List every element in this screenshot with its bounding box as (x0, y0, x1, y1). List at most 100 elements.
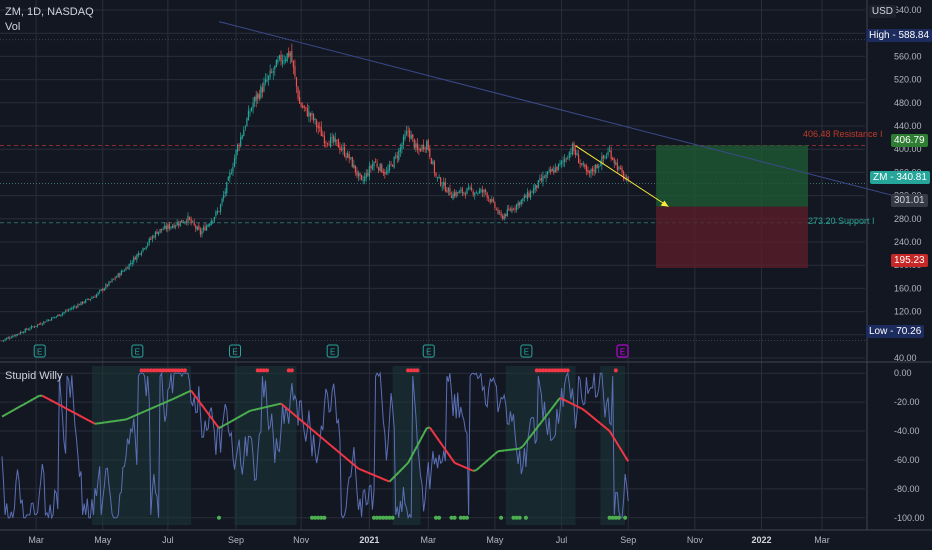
candle-body (376, 163, 378, 167)
signal-segment (478, 464, 484, 469)
signal-segment (265, 405, 269, 409)
candle-body (30, 326, 33, 329)
candle-body (343, 146, 346, 157)
candle-body (142, 247, 144, 252)
signal-segment (494, 450, 499, 455)
candle-body (423, 144, 425, 150)
signal-segment (593, 417, 598, 422)
candle-body (609, 150, 611, 152)
candle-body (68, 309, 70, 311)
signal-segment (475, 466, 481, 471)
candle-body (294, 66, 296, 77)
candle-body (168, 224, 170, 229)
signal-segment (329, 444, 335, 449)
time-axis-tick: Mar (421, 535, 437, 545)
osc-axis-tick: -60.00 (894, 455, 920, 465)
candle-body (2, 340, 5, 341)
candle-body (99, 290, 101, 292)
signal-segment (32, 396, 37, 401)
signal-segment (172, 396, 177, 401)
signal-segment (379, 476, 384, 480)
candle-body (436, 177, 439, 178)
signal-segment (522, 441, 527, 447)
signal-segment (240, 413, 245, 417)
candle-body (85, 299, 87, 303)
signal-segment (221, 423, 226, 428)
candle-body (206, 225, 208, 231)
candle-body (474, 193, 476, 196)
candle-body (268, 75, 270, 80)
signal-segment (565, 399, 570, 404)
candle-body (88, 299, 90, 300)
candle-body (122, 271, 124, 272)
candle-body (584, 164, 586, 167)
candle-body (269, 70, 271, 77)
candle-body (13, 335, 15, 337)
candle-body (440, 177, 442, 186)
candle-body (154, 231, 157, 238)
earnings-marker-label: E (135, 348, 140, 357)
candle-body (444, 181, 446, 192)
signal-segment (72, 411, 77, 415)
candle-body (322, 134, 324, 137)
candle-body (254, 97, 256, 102)
signal-segment (624, 455, 630, 462)
candle-body (291, 50, 293, 62)
overbought-marker (258, 368, 263, 373)
signal-segment (568, 401, 573, 405)
candle-body (33, 326, 36, 328)
candle-body (495, 208, 498, 210)
candle-body (157, 231, 160, 235)
overbought-marker (145, 368, 150, 373)
signal-segment (277, 402, 282, 406)
signal-segment (141, 410, 145, 414)
signal-segment (556, 397, 561, 403)
candle-body (249, 112, 251, 114)
candle-body (170, 226, 172, 229)
candle-body (111, 279, 113, 282)
candle-body (378, 167, 380, 171)
candle-body (525, 195, 527, 198)
candle-body (598, 165, 600, 168)
signal-segment (621, 450, 626, 457)
candle-body (359, 172, 361, 176)
signal-segment (441, 444, 447, 451)
signal-segment (187, 389, 192, 393)
candle-body (509, 209, 511, 211)
high-badge: High - 588.84 (866, 29, 932, 42)
price-axis-tick: 560.00 (894, 51, 922, 61)
candle-body (289, 53, 291, 56)
signal-segment (175, 395, 180, 399)
overbought-marker (139, 368, 144, 373)
price-axis-tick: 280.00 (894, 214, 922, 224)
candle-body (188, 217, 191, 220)
candle-body (379, 163, 381, 172)
signal-segment (159, 402, 164, 406)
oversold-marker (610, 515, 615, 520)
candle-body (75, 306, 77, 308)
candle-body (57, 314, 59, 317)
candle-body (16, 334, 19, 335)
candle-body (302, 105, 304, 108)
signal-segment (75, 413, 80, 417)
candle-body (40, 323, 42, 325)
signal-segment (91, 421, 96, 425)
candle-body (364, 176, 366, 181)
price-axis-tick: 480.00 (894, 98, 922, 108)
candle-body (560, 160, 563, 165)
signal-segment (457, 463, 462, 467)
candle-body (94, 296, 96, 298)
candle-body (261, 87, 263, 93)
candle-body (218, 211, 220, 212)
osc-axis-tick: -80.00 (894, 484, 920, 494)
currency-label[interactable]: USD (868, 5, 896, 18)
overbought-marker (547, 368, 552, 373)
signal-segment (150, 406, 155, 410)
candle-body (192, 221, 194, 223)
signal-segment (66, 408, 71, 412)
signal-segment (302, 421, 307, 426)
candle-body (553, 170, 555, 173)
candle-body (184, 221, 186, 223)
candle-body (559, 163, 561, 165)
